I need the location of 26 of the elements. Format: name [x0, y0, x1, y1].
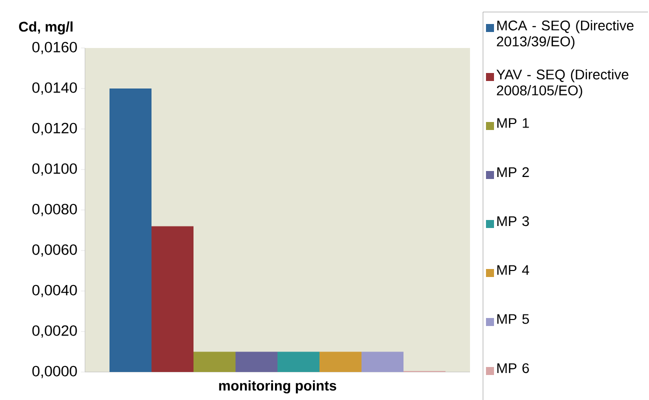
- y-tick-label: 0,0080: [32, 204, 77, 216]
- y-tick-label: 0,0040: [32, 284, 77, 298]
- y-tick-label: 0,0160: [32, 42, 77, 54]
- bar: [320, 352, 362, 372]
- legend-label: MP 2: [497, 167, 529, 177]
- y-tick-label: 0,0060: [32, 244, 77, 257]
- bar: [152, 226, 194, 372]
- x-axis-title: monitoring points: [219, 380, 336, 394]
- bar: [278, 352, 320, 372]
- y-axis-title: Cd, mg/l: [19, 21, 72, 34]
- legend-label: MP 3: [497, 216, 529, 226]
- y-tick-label: 0,0140: [32, 82, 77, 95]
- y-tick-label: 0,0000: [32, 366, 77, 378]
- legend-label: MP 6: [497, 363, 529, 374]
- bar: [236, 352, 278, 372]
- legend-label: MP 1: [497, 118, 529, 128]
- legend-label: MP 5: [497, 314, 529, 324]
- bar: [110, 88, 152, 372]
- y-tick-label: 0,0020: [32, 325, 77, 338]
- bar: [194, 352, 236, 372]
- y-tick-label: 0,0100: [32, 163, 77, 176]
- y-tick-label: 0,0120: [32, 122, 77, 136]
- legend-label: YAV - SEQ (Directive 2008/105/EO): [496, 69, 628, 98]
- legend-label: MP 4: [497, 265, 530, 275]
- legend-label: MCA - SEQ (Directive 2013/39/EO): [496, 20, 634, 50]
- bar: [362, 352, 404, 372]
